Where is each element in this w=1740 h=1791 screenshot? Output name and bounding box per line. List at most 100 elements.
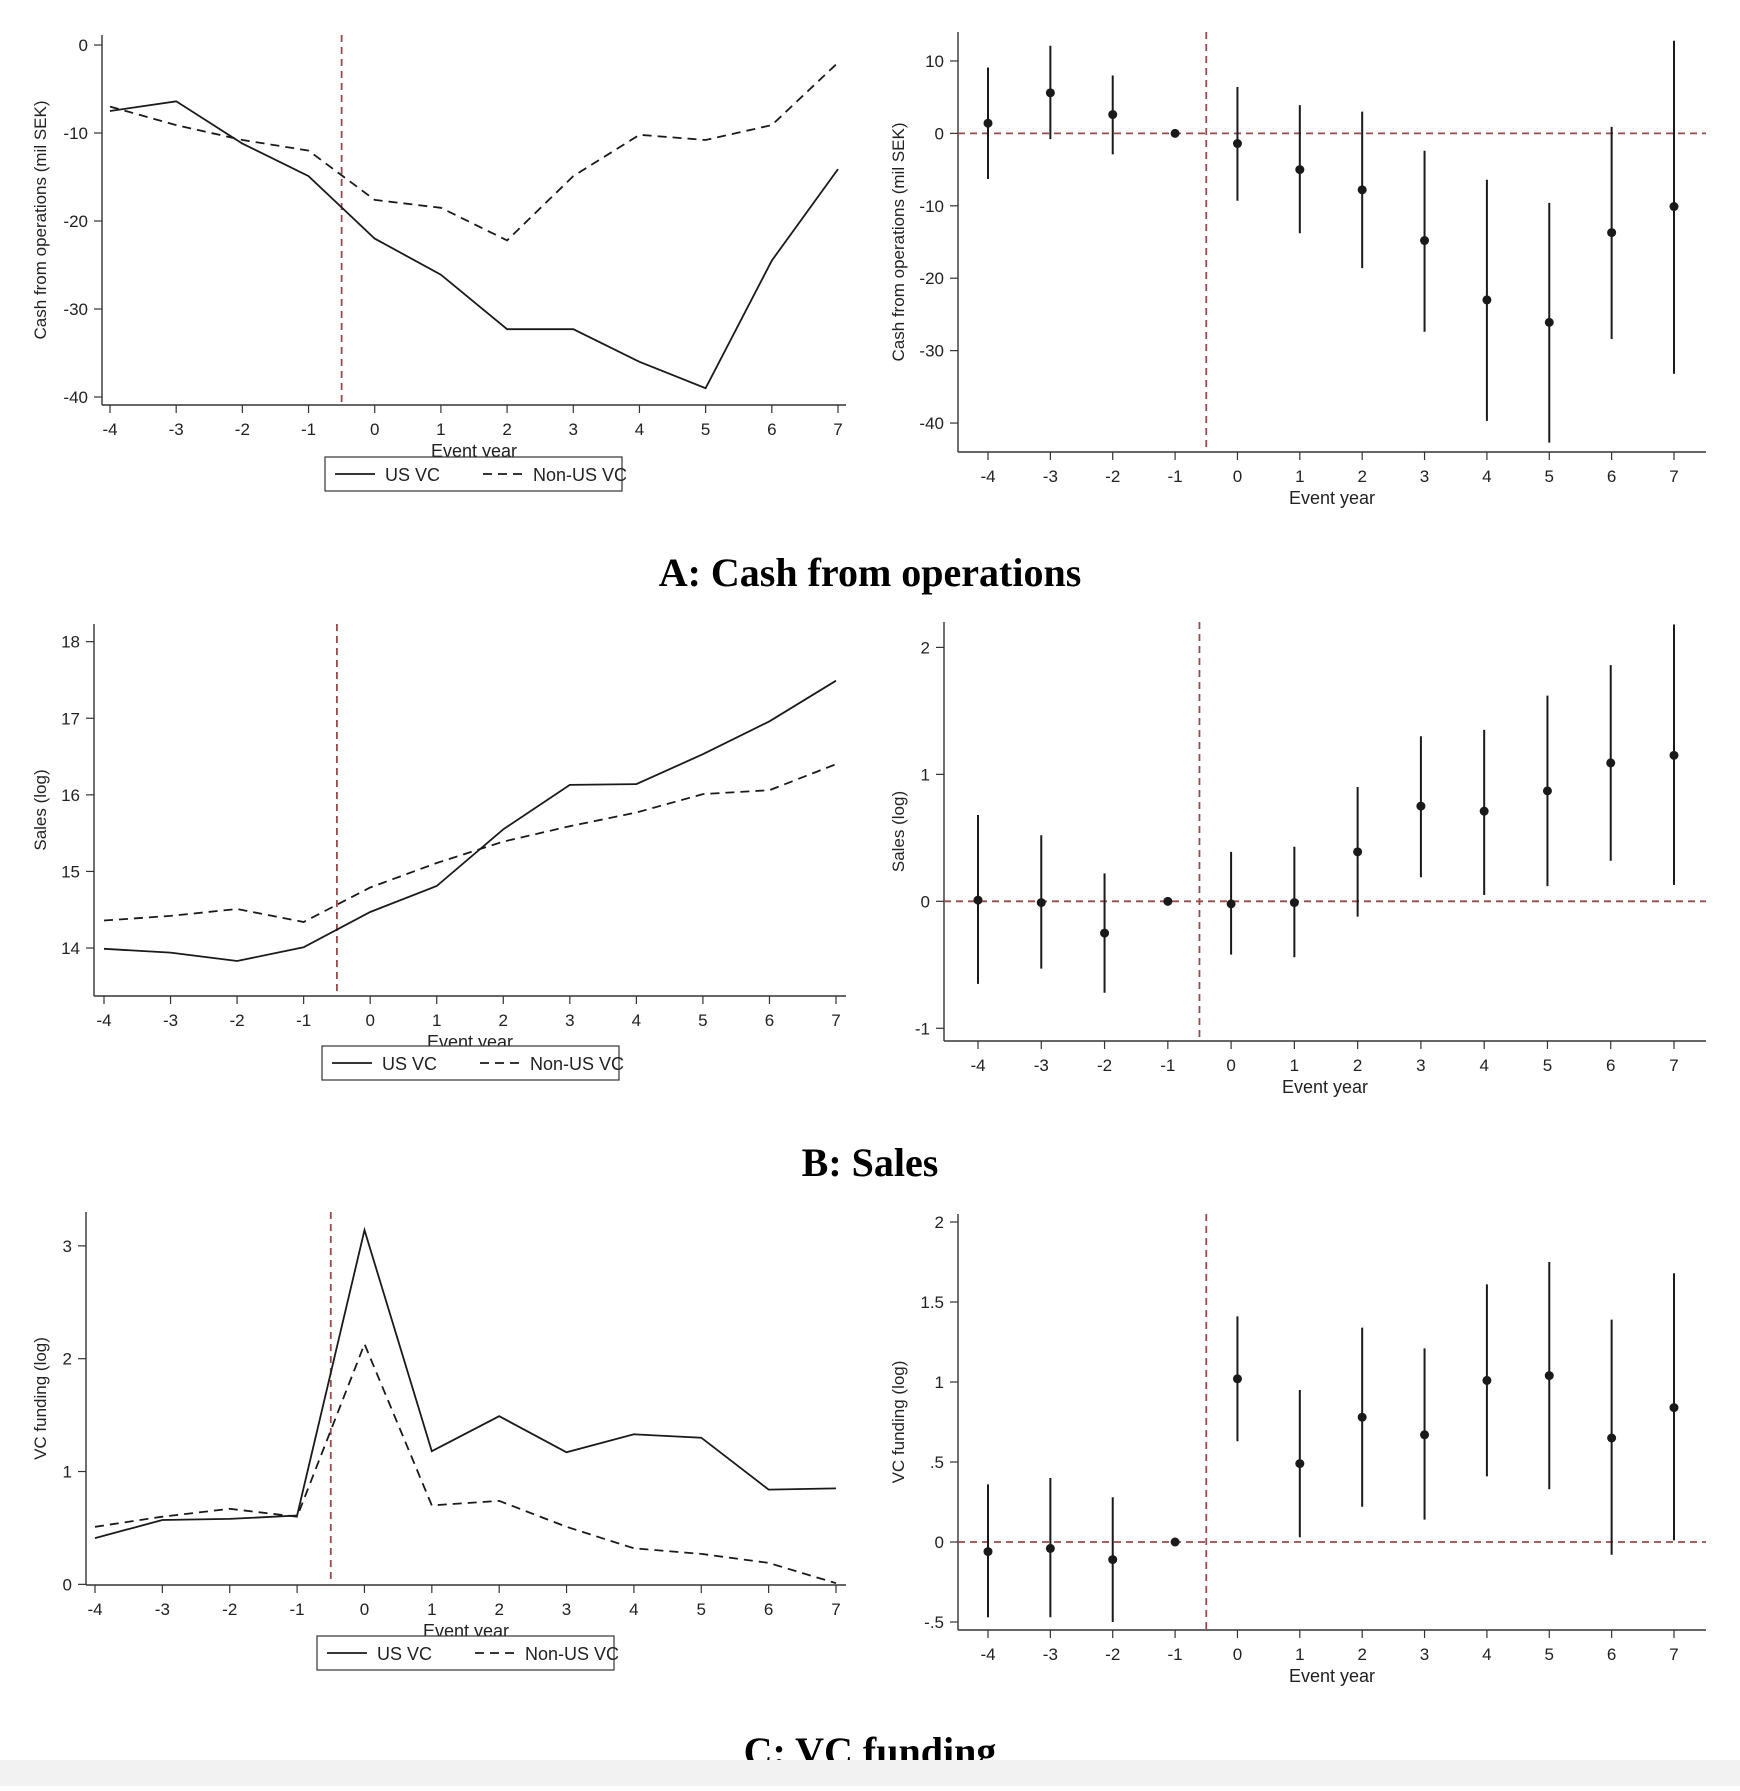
y-tick-label: -30 — [919, 342, 944, 361]
x-tick-label: -2 — [1105, 1645, 1120, 1664]
x-tick-label: -3 — [1034, 1056, 1049, 1075]
x-tick-label: 0 — [360, 1600, 369, 1619]
point-estimate — [1353, 847, 1363, 857]
point-estimate — [1607, 228, 1617, 238]
x-tick-label: 4 — [1479, 1056, 1488, 1075]
point-estimate — [973, 895, 983, 905]
x-tick-label: -1 — [290, 1600, 305, 1619]
x-axis-label: Event year — [431, 441, 517, 461]
series-line-non-us-vc — [103, 763, 837, 923]
x-tick-label: -4 — [87, 1600, 102, 1619]
x-tick-label: -3 — [1043, 1645, 1058, 1664]
x-tick-label: 6 — [1606, 1056, 1615, 1075]
x-tick-label: -2 — [235, 420, 250, 439]
x-tick-label: 1 — [1295, 467, 1304, 486]
y-axis-label: Cash from operations (mil SEK) — [31, 100, 50, 339]
legend-label-non-us-vc: Non-US VC — [525, 1644, 619, 1664]
chart-4: 2 1 0 -1 -4 -3 -2 -1 0 1 2 3 4 5 6 7 Event year Sales (lo… — [889, 622, 1706, 1097]
series-line-us-vc — [109, 100, 839, 390]
x-tick-label: -2 — [1105, 467, 1120, 486]
x-tick-label: 7 — [1669, 1645, 1678, 1664]
x-tick-label: -1 — [301, 420, 316, 439]
x-tick-label: -3 — [163, 1011, 178, 1030]
y-tick-label: -20 — [919, 269, 944, 288]
legend: US VC Non-US VC — [316, 1635, 619, 1671]
series-line-non-us-vc — [94, 1341, 837, 1585]
x-tick-label: 7 — [1669, 1056, 1678, 1075]
y-axis-label: VC funding (log) — [889, 1361, 908, 1484]
x-axis-label: Event year — [1289, 1666, 1375, 1686]
x-tick-label: 3 — [569, 420, 578, 439]
series-line-us-vc — [103, 679, 837, 962]
x-tick-label: -1 — [1168, 1645, 1183, 1664]
legend: US VC Non-US VC — [321, 1045, 624, 1081]
point-estimate — [983, 118, 993, 128]
x-tick-label: 3 — [1420, 1645, 1429, 1664]
x-tick-label: 5 — [1545, 467, 1554, 486]
x-tick-label: -1 — [1168, 467, 1183, 486]
y-tick-label: .5 — [930, 1453, 944, 1472]
point-estimate — [1420, 1430, 1430, 1440]
point-estimate — [1544, 317, 1554, 327]
point-estimate — [1669, 1403, 1679, 1413]
y-tick-label: 0 — [79, 36, 88, 55]
y-tick-label: 1 — [63, 1463, 72, 1482]
x-tick-label: -4 — [96, 1011, 111, 1030]
x-tick-label: 5 — [1545, 1645, 1554, 1664]
y-axis-label: Cash from operations (mil SEK) — [889, 122, 908, 361]
x-tick-label: 2 — [1357, 467, 1366, 486]
y-tick-label: 2 — [63, 1350, 72, 1369]
y-tick-label: -40 — [63, 388, 88, 407]
x-tick-label: 0 — [370, 420, 379, 439]
x-tick-label: 4 — [629, 1600, 638, 1619]
point-estimate — [1289, 898, 1299, 908]
x-tick-label: 7 — [833, 420, 842, 439]
x-tick-label: -3 — [155, 1600, 170, 1619]
y-tick-label: 3 — [63, 1237, 72, 1256]
x-tick-label: -1 — [1160, 1056, 1175, 1075]
y-tick-label: 10 — [925, 52, 944, 71]
point-estimate — [1357, 185, 1367, 195]
point-estimate — [1232, 139, 1242, 149]
point-estimate — [1669, 750, 1679, 760]
x-tick-label: 2 — [499, 1011, 508, 1030]
y-tick-label: 15 — [61, 862, 80, 881]
legend-label-non-us-vc: Non-US VC — [533, 465, 627, 485]
point-estimate — [1100, 928, 1110, 938]
y-tick-label: -10 — [63, 124, 88, 143]
x-tick-label: 3 — [1416, 1056, 1425, 1075]
legend-label-us-vc: US VC — [382, 1054, 437, 1074]
point-estimate — [1544, 1371, 1554, 1381]
legend-label-non-us-vc: Non-US VC — [530, 1054, 624, 1074]
x-tick-label: -2 — [1097, 1056, 1112, 1075]
x-tick-label: -4 — [980, 467, 995, 486]
point-estimate — [1420, 236, 1430, 246]
legend-label-us-vc: US VC — [377, 1644, 432, 1664]
point-estimate — [1170, 1537, 1180, 1547]
x-tick-label: 3 — [1420, 467, 1429, 486]
x-tick-label: -3 — [169, 420, 184, 439]
x-axis-label: Event year — [1282, 1077, 1368, 1097]
point-estimate — [1036, 898, 1046, 908]
x-tick-label: 6 — [1607, 467, 1616, 486]
point-estimate — [1542, 786, 1552, 796]
y-tick-label: 2 — [921, 638, 930, 657]
point-estimate — [1045, 1543, 1055, 1553]
y-tick-label: 1.5 — [920, 1293, 944, 1312]
x-tick-label: -2 — [222, 1600, 237, 1619]
x-tick-label: 0 — [365, 1011, 374, 1030]
y-axis-label: VC funding (log) — [31, 1337, 50, 1460]
y-axis-label: Sales (log) — [31, 769, 50, 850]
footer-strip — [0, 1760, 1740, 1786]
x-tick-label: 0 — [1233, 467, 1242, 486]
point-estimate — [1045, 88, 1055, 98]
point-estimate — [1295, 165, 1305, 175]
point-estimate — [1163, 896, 1173, 906]
point-estimate — [1482, 1375, 1492, 1385]
